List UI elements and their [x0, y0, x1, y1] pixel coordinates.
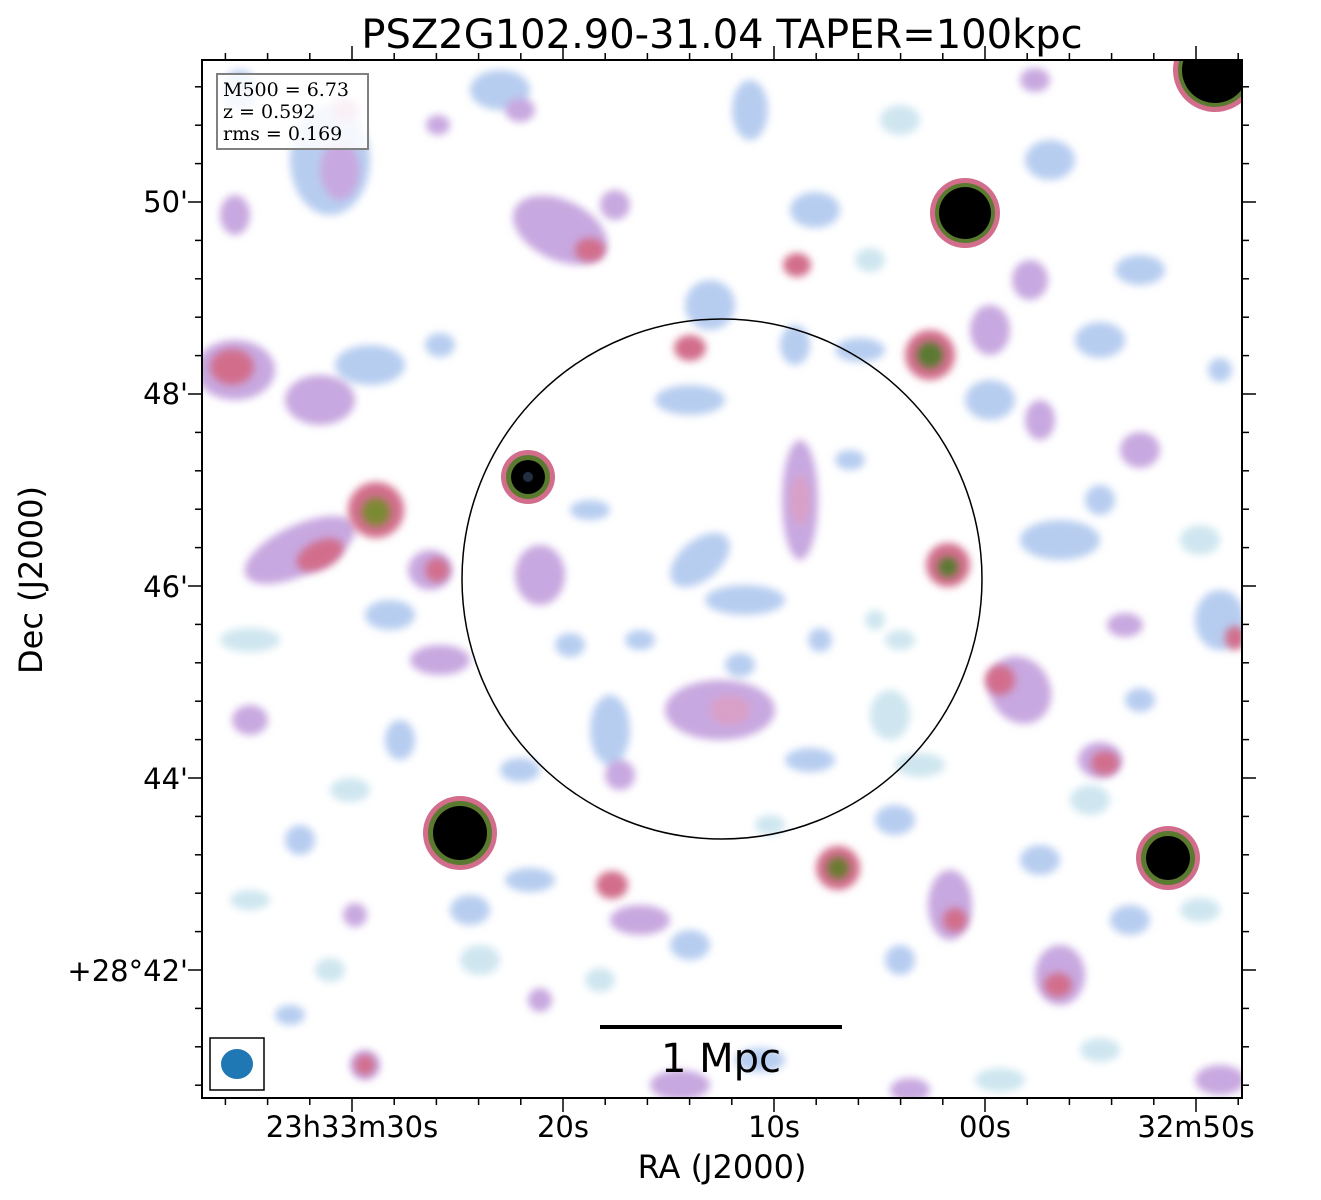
x-tick-label: 10s	[748, 1110, 800, 1144]
beam-ellipse	[221, 1049, 253, 1079]
x-tick-label: 20s	[537, 1110, 589, 1144]
x-tick-label: 23h33m30s	[266, 1110, 438, 1144]
radio-map: 1 Mpc M500 = 6.73 z = 0.592 rms = 0.169	[202, 60, 1242, 1098]
info-rms: rms = 0.169	[223, 123, 342, 145]
y-tick-label: +28°42'	[67, 954, 188, 988]
info-m500: M500 = 6.73	[223, 79, 349, 101]
info-box	[216, 73, 369, 150]
r500-circle	[461, 318, 983, 840]
figure-title: PSZ2G102.90-31.04 TAPER=100kpc	[361, 12, 1082, 58]
scale-bar-label: 1 Mpc	[661, 1036, 781, 1082]
y-tick-label: 44'	[143, 762, 188, 796]
bright-sources	[348, 60, 1242, 890]
y-tick-label: 46'	[143, 570, 188, 604]
plot-frame	[201, 59, 1243, 1099]
y-tick-label: 48'	[143, 377, 188, 411]
y-tick-labels: 50' 48' 46' 44' +28°42'	[67, 185, 188, 988]
x-axis-label: RA (J2000)	[638, 1148, 807, 1186]
info-redshift: z = 0.592	[223, 101, 315, 123]
x-tick-labels: 23h33m30s 20s 10s 00s 32m50s	[266, 1110, 1255, 1144]
y-tick-label: 50'	[143, 185, 188, 219]
y-axis-label: Dec (J2000)	[12, 486, 50, 674]
compact-sources	[210, 238, 1242, 1075]
x-tick-label: 32m50s	[1137, 1110, 1254, 1144]
tick-marks	[188, 46, 1256, 1112]
x-tick-label: 00s	[959, 1110, 1011, 1144]
